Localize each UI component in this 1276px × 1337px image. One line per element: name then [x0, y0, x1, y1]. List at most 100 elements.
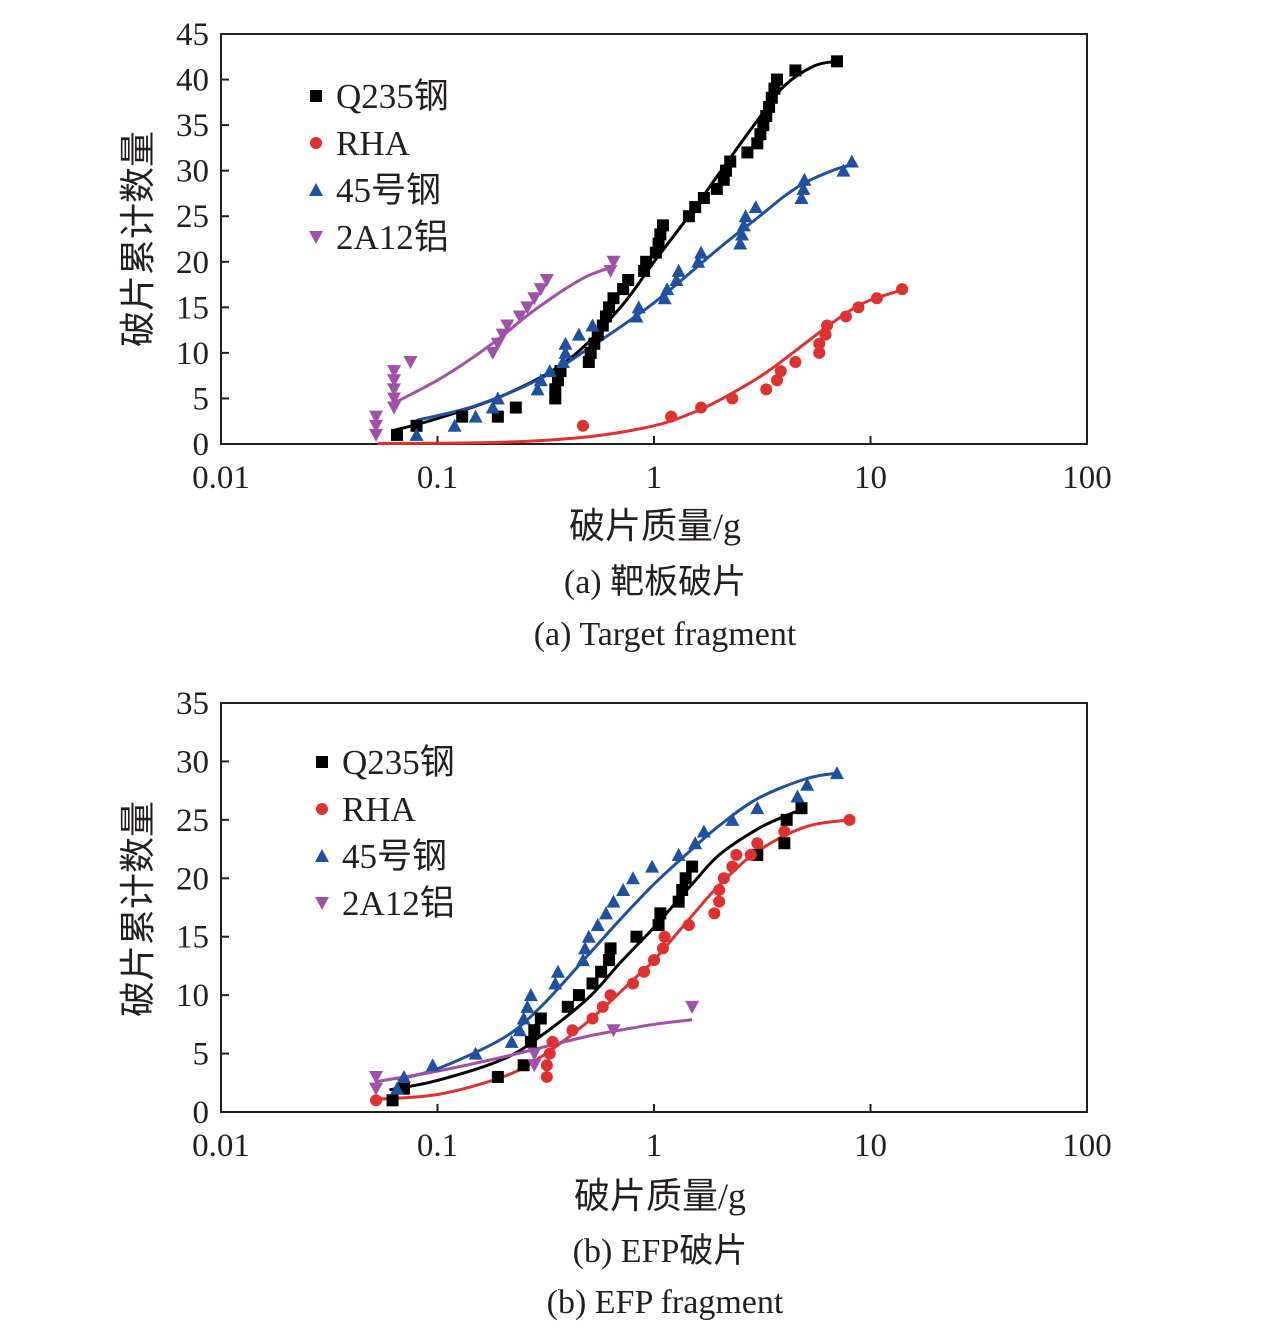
legend-label: 2A12铝	[336, 218, 449, 257]
data-point	[495, 328, 510, 342]
data-point	[697, 192, 710, 204]
data-point	[558, 336, 573, 350]
data-point	[686, 860, 699, 873]
data-point	[774, 365, 787, 378]
data-point	[387, 383, 402, 397]
data-point	[682, 919, 695, 932]
y-tick-label: 10	[176, 978, 209, 1014]
data-point	[649, 246, 662, 259]
data-point	[591, 328, 604, 341]
data-point	[577, 419, 590, 432]
data-point	[584, 346, 597, 359]
data-point	[760, 110, 773, 122]
data-point	[386, 1094, 399, 1107]
data-point	[813, 346, 826, 359]
legend-label: RHA	[342, 790, 417, 829]
data-point	[572, 989, 585, 1002]
legend-marker	[309, 183, 323, 196]
y-tick-label: 40	[176, 63, 209, 99]
data-point	[456, 410, 469, 423]
caption-en: (a) Target fragment	[534, 616, 797, 653]
data-point	[604, 989, 617, 1002]
data-point	[524, 1035, 537, 1048]
data-point	[717, 872, 730, 885]
data-point	[638, 965, 651, 978]
data-point	[409, 427, 424, 441]
data-point	[369, 1070, 384, 1084]
data-point	[695, 401, 708, 414]
x-axis-title: 破片质量/g	[569, 506, 741, 546]
data-point	[447, 418, 462, 432]
data-point	[485, 400, 500, 414]
data-point	[490, 337, 505, 351]
data-point	[726, 860, 739, 873]
data-point	[540, 1059, 553, 1072]
data-point	[534, 1012, 547, 1025]
data-point	[369, 419, 384, 433]
data-point	[491, 410, 504, 423]
data-point	[606, 1024, 621, 1038]
data-point	[581, 929, 596, 943]
data-point	[669, 273, 684, 286]
data-point	[523, 988, 538, 1002]
legend-label: 45号钢	[342, 837, 447, 876]
legend-label: 45号钢	[336, 171, 441, 210]
data-point	[596, 319, 609, 332]
data-point	[870, 292, 883, 305]
data-point	[657, 291, 672, 305]
data-point	[724, 155, 737, 168]
data-point	[558, 345, 573, 359]
caption-en: (b) EFP fragment	[547, 1284, 784, 1321]
data-markers	[369, 55, 909, 442]
x-tick-group: 0.01 0.1 1 10 100	[192, 1104, 1112, 1164]
data-point	[387, 401, 402, 415]
data-point	[896, 283, 909, 296]
data-point	[741, 146, 754, 159]
data-point	[582, 356, 595, 368]
data-point	[606, 255, 621, 269]
data-point	[780, 813, 793, 826]
data-point	[771, 374, 784, 387]
data-point	[617, 283, 630, 296]
data-point	[389, 1081, 404, 1095]
y-tick-label: 5	[193, 381, 210, 417]
data-point	[795, 802, 808, 815]
data-point	[599, 310, 612, 323]
data-point	[660, 282, 675, 296]
data-point	[654, 228, 667, 241]
y-tick-label: 15	[176, 290, 209, 326]
x-tick-label: 0.01	[192, 460, 250, 496]
data-point	[725, 812, 740, 826]
data-point	[530, 382, 545, 396]
data-point	[370, 1094, 383, 1107]
data-point	[671, 847, 686, 861]
data-point	[500, 319, 515, 333]
data-point	[640, 255, 653, 268]
data-point	[390, 428, 403, 441]
data-point	[638, 264, 651, 277]
data-point	[468, 409, 483, 423]
data-point	[645, 859, 660, 873]
data-point	[713, 895, 726, 908]
data-point	[369, 410, 384, 424]
data-point	[556, 355, 571, 368]
data-point	[485, 346, 500, 360]
data-point	[549, 392, 562, 405]
fit-curve	[375, 1018, 693, 1084]
y-axis-title: 破片累计数量	[118, 801, 158, 1017]
data-point	[665, 410, 678, 423]
data-point	[751, 137, 764, 150]
data-point	[789, 64, 802, 77]
data-point	[410, 419, 423, 432]
data-point	[491, 1070, 504, 1083]
data-point	[794, 191, 809, 204]
data-point	[627, 977, 640, 990]
data-point	[829, 766, 844, 780]
data-point	[652, 919, 665, 932]
data-point	[778, 825, 791, 838]
x-tick-label: 100	[1062, 460, 1112, 496]
data-point	[520, 999, 535, 1013]
x-tick-label: 0.1	[417, 1128, 458, 1164]
data-point	[800, 777, 815, 791]
data-point	[760, 383, 773, 396]
